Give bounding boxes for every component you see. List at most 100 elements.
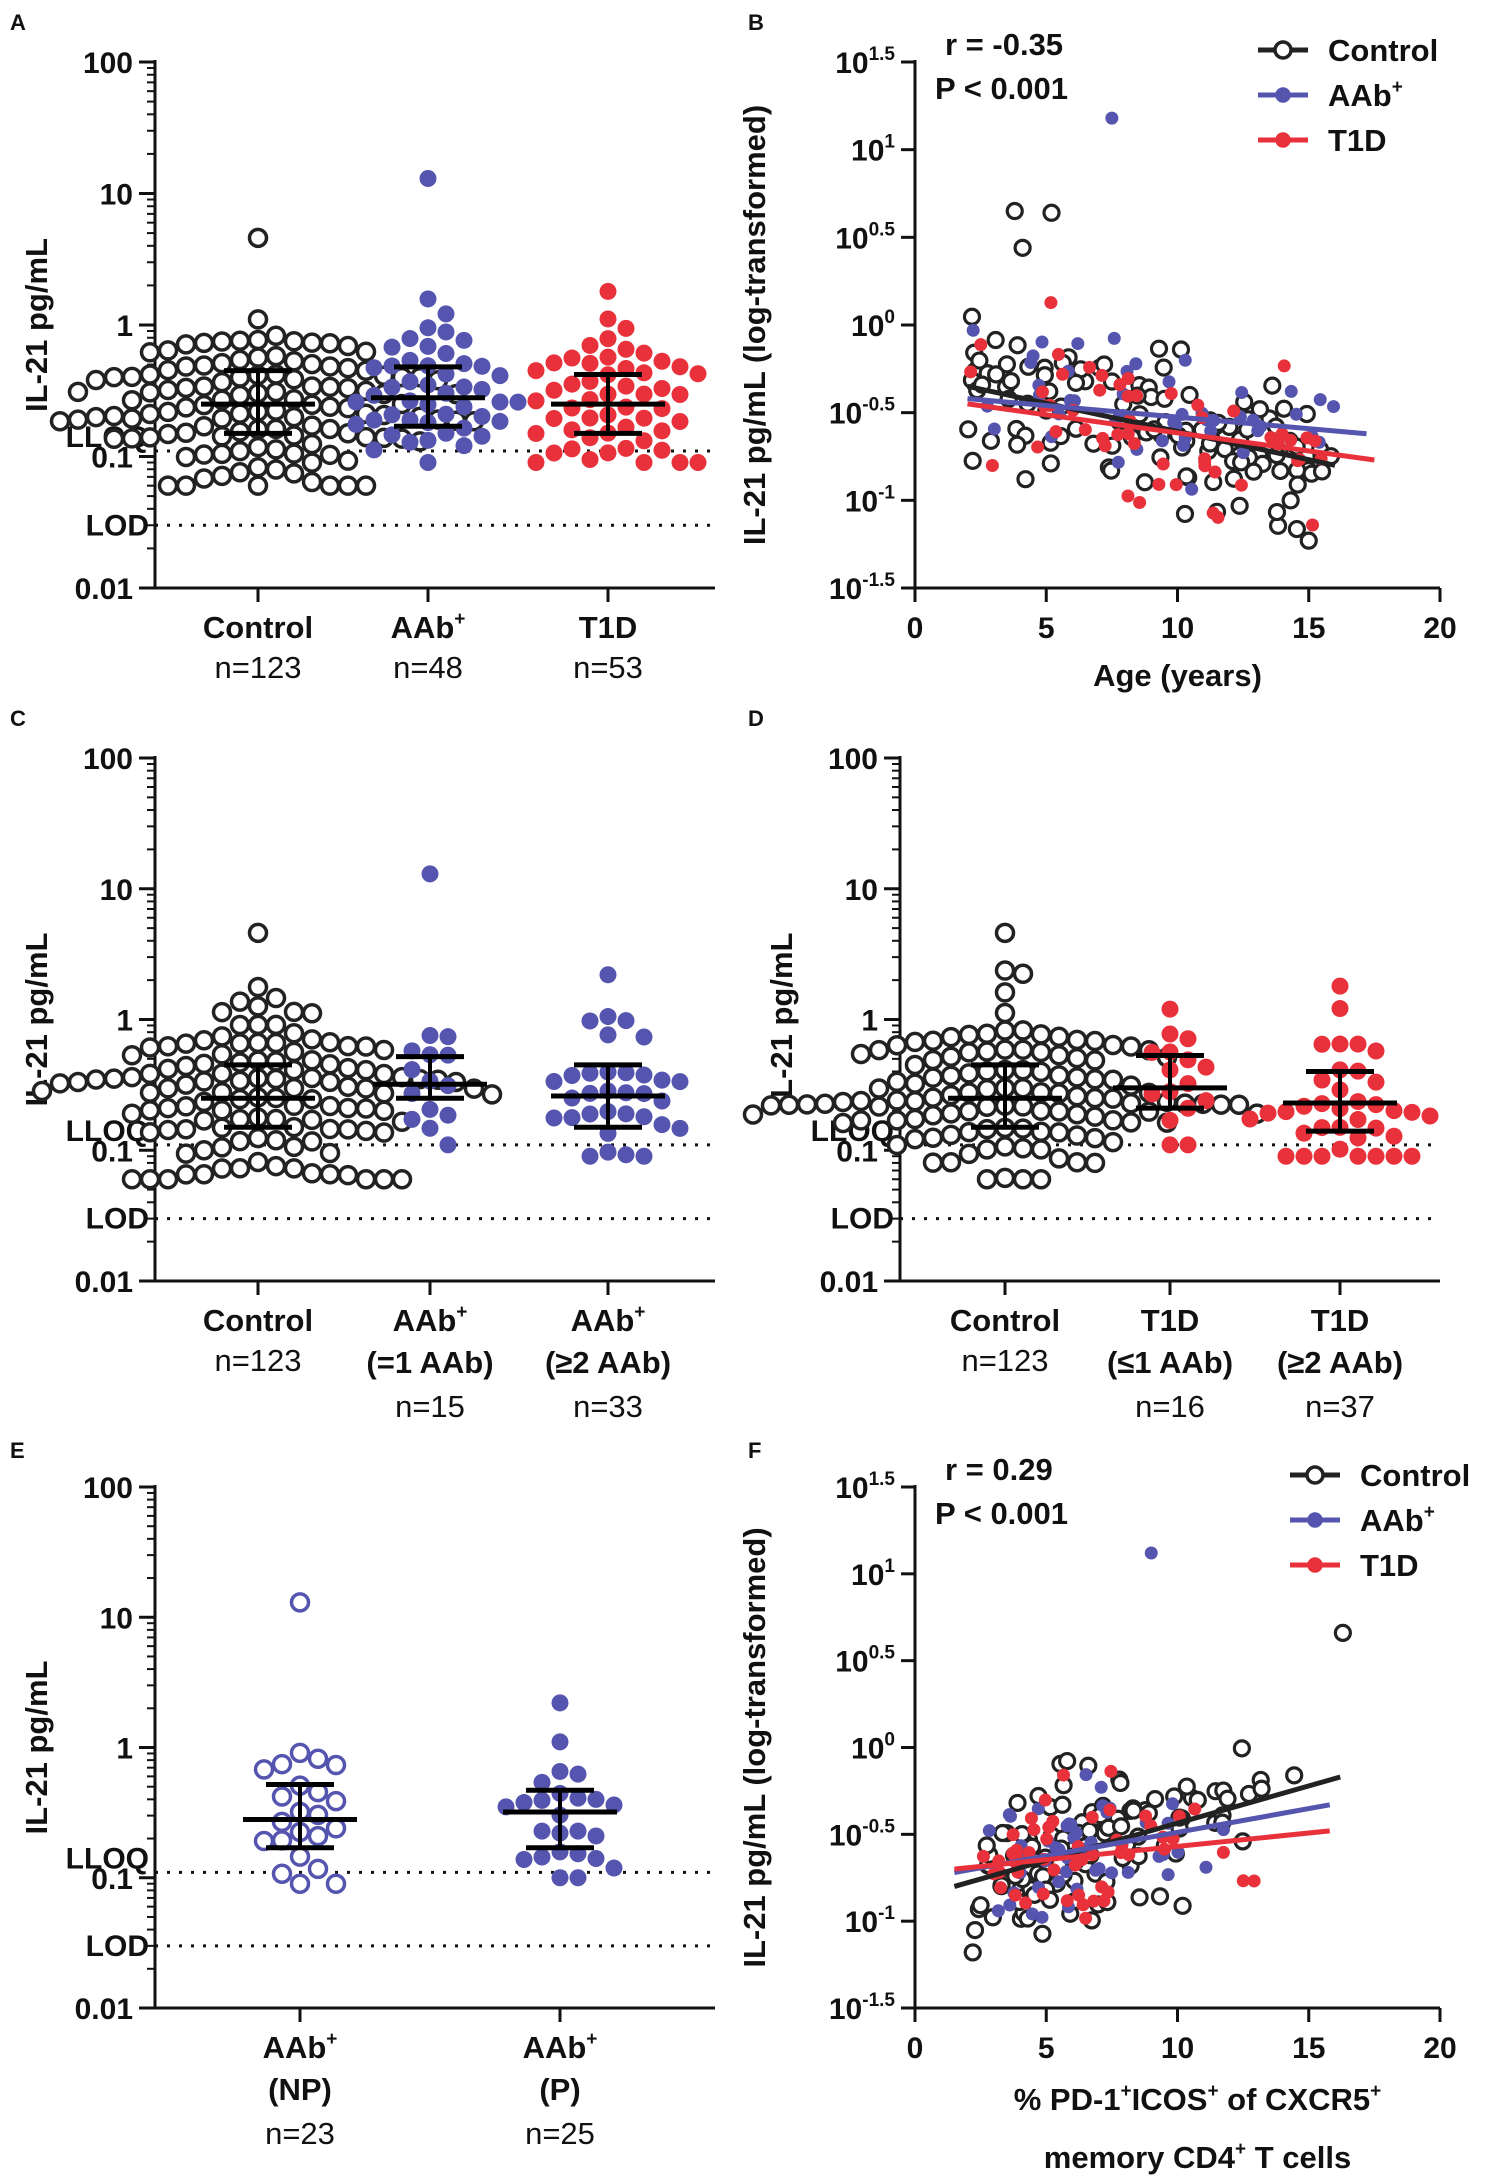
data-point [569, 1822, 587, 1840]
data-point [355, 475, 377, 496]
data-point [193, 415, 215, 437]
data-point [605, 1859, 623, 1877]
data-point [319, 376, 341, 398]
data-point [1177, 467, 1196, 486]
data-point [1012, 1020, 1034, 1041]
y-tick-label: 10-1.5 [829, 1990, 896, 2026]
data-point [635, 432, 653, 450]
y-tick-label: 0.01 [820, 1266, 878, 1299]
data-point [455, 331, 473, 349]
data-point [1204, 424, 1218, 438]
data-point [211, 1001, 233, 1023]
x-tick-label: 5 [1038, 2032, 1055, 2065]
data-point [1084, 1087, 1106, 1109]
panel-label: C [10, 706, 26, 731]
y-tick-label: 10-0.5 [829, 1816, 896, 1852]
data-point [373, 1039, 395, 1061]
data-point [904, 1031, 926, 1053]
data-point [617, 1064, 635, 1082]
data-point [617, 1084, 635, 1102]
data-point [103, 405, 125, 427]
data-point [1313, 393, 1327, 407]
data-point [247, 436, 269, 458]
data-point [121, 1066, 143, 1088]
data-point [1285, 1766, 1304, 1785]
data-point [289, 1742, 311, 1764]
data-point [1008, 435, 1027, 454]
data-point [581, 1084, 599, 1102]
data-point [289, 1873, 311, 1894]
legend-label: T1D [1360, 1548, 1419, 1583]
data-point [175, 334, 197, 355]
y-tick-label: 10-1.5 [829, 570, 896, 606]
data-point [1048, 1122, 1070, 1143]
data-point [1210, 1094, 1232, 1115]
data-point [319, 1095, 341, 1117]
data-point [139, 364, 161, 385]
data-point [671, 386, 689, 404]
data-point [283, 350, 305, 372]
data-point [886, 1034, 908, 1056]
data-point [229, 349, 251, 371]
y-tick-label: 100 [83, 47, 133, 80]
data-point [175, 446, 197, 468]
data-point [1078, 423, 1092, 437]
legend-marker [1275, 87, 1291, 103]
legend-label: AAb+ [1328, 77, 1403, 113]
y-tick-label: 101.5 [835, 1469, 895, 1505]
data-point [265, 1068, 287, 1090]
data-point [437, 305, 455, 323]
data-point [1295, 1097, 1313, 1115]
data-point [1094, 1780, 1108, 1794]
data-point [121, 428, 143, 449]
data-point [1084, 1050, 1106, 1071]
data-point [157, 1097, 179, 1119]
data-point [419, 454, 437, 472]
data-point [85, 1069, 107, 1090]
data-point [193, 1110, 215, 1131]
category-label: Control [203, 610, 313, 645]
data-point [139, 1037, 161, 1058]
x-tick-label: 20 [1423, 612, 1456, 645]
data-point [1044, 296, 1058, 310]
x-axis-label-line2: memory CD4+ T cells [1044, 2139, 1351, 2175]
data-point [247, 922, 269, 944]
data-point [1048, 1148, 1070, 1169]
data-point [653, 1116, 671, 1134]
data-point [175, 422, 197, 443]
data-point [1143, 1043, 1161, 1061]
data-point [886, 1090, 908, 1111]
data-point [1331, 1035, 1349, 1053]
data-point [1180, 385, 1199, 405]
data-point [987, 422, 1001, 436]
y-tick-label: 10-1 [845, 482, 896, 518]
sample-size: n=123 [214, 1343, 301, 1378]
data-point [581, 1012, 599, 1030]
data-point [814, 1093, 836, 1114]
data-point [904, 1073, 926, 1094]
data-point [319, 1163, 341, 1185]
data-point [229, 330, 251, 351]
data-point [1155, 434, 1169, 448]
data-point [671, 1073, 689, 1091]
data-point [922, 1067, 944, 1088]
data-point [981, 431, 1000, 450]
category-sublabel: (≤1 AAb) [1107, 1345, 1233, 1380]
legend-marker [1307, 1512, 1323, 1528]
y-tick-label: 1 [861, 1005, 878, 1038]
data-point [1105, 1866, 1119, 1880]
data-point [1251, 424, 1265, 438]
data-point [1308, 434, 1322, 448]
data-point [1111, 1773, 1130, 1793]
data-point [509, 393, 527, 411]
data-point [1349, 1111, 1367, 1129]
data-point [1060, 1894, 1074, 1908]
data-point [157, 1169, 179, 1190]
data-point [355, 1059, 377, 1081]
data-point [551, 1733, 569, 1751]
data-point [1107, 331, 1121, 345]
data-point [1162, 375, 1176, 389]
data-point [1041, 454, 1060, 473]
data-point [671, 413, 689, 431]
